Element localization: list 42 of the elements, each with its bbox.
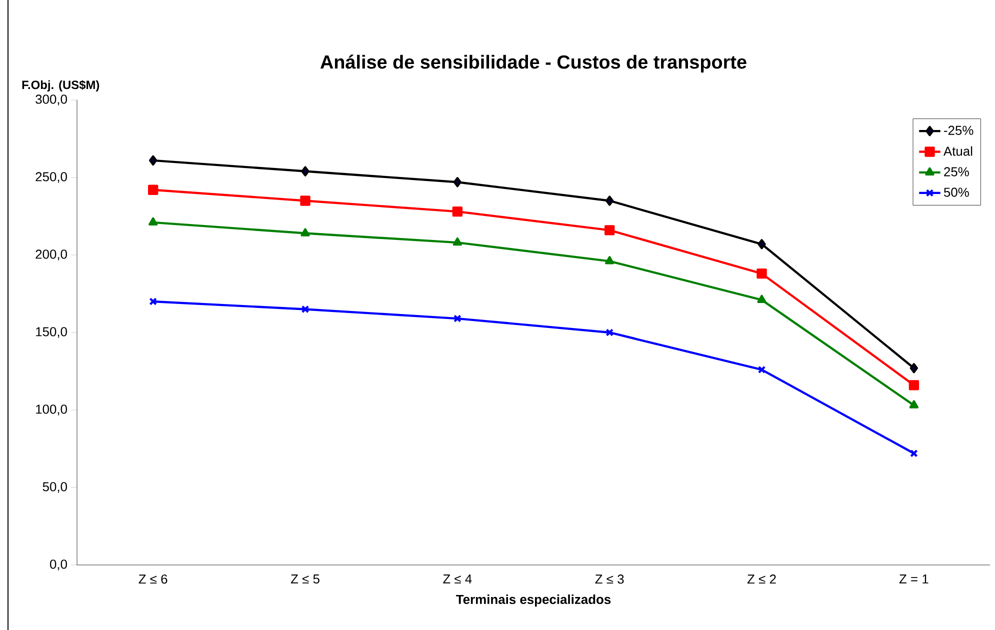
- y-tick-label: 150,0: [36, 327, 67, 338]
- point: [301, 305, 310, 314]
- point: [452, 206, 463, 217]
- y-axis-title: F.Obj. (US$M): [22, 80, 100, 92]
- point: [908, 380, 920, 390]
- legend-label: 25%: [944, 167, 969, 176]
- y-tick-label: 0,0: [50, 560, 67, 570]
- point: [606, 328, 614, 336]
- y-tick-label: 250,0: [36, 172, 67, 183]
- x-tick-label: Z ≤ 5: [290, 574, 320, 584]
- point: [148, 184, 158, 195]
- point: [605, 256, 614, 264]
- point: [757, 294, 766, 304]
- point: [148, 155, 158, 166]
- point: [452, 237, 462, 246]
- x-axis-title: Terminais especializados: [456, 594, 611, 607]
- x-tick-label: Z = 1: [899, 574, 928, 584]
- x-tick-label: Z ≤ 2: [747, 574, 776, 584]
- point: [300, 228, 310, 236]
- point: [758, 366, 766, 374]
- y-tick-label: 50,0: [42, 482, 67, 493]
- y-tick-label: 100,0: [36, 404, 67, 416]
- point: [604, 225, 615, 236]
- legend-label: Atual: [943, 146, 972, 156]
- x-tick-label: Z ≤ 3: [595, 574, 624, 584]
- point: [301, 166, 310, 176]
- point: [605, 196, 614, 206]
- legend-label: 50%: [944, 188, 969, 197]
- point: [756, 268, 767, 279]
- point: [909, 400, 918, 408]
- y-tick-label: 200,0: [36, 250, 67, 260]
- y-tick-label: 300,0: [36, 94, 67, 106]
- point: [148, 217, 158, 226]
- point: [300, 196, 310, 206]
- point: [453, 314, 462, 322]
- x-tick-label: Z ≤ 4: [443, 574, 472, 584]
- legend-label: -25%: [944, 126, 974, 135]
- chart-title: Análise de sensibilidade - Custos de transporte: [320, 54, 746, 72]
- point: [758, 239, 766, 250]
- point: [453, 177, 462, 188]
- x-tick-label: Z ≤ 6: [138, 574, 168, 584]
- point: [910, 363, 918, 374]
